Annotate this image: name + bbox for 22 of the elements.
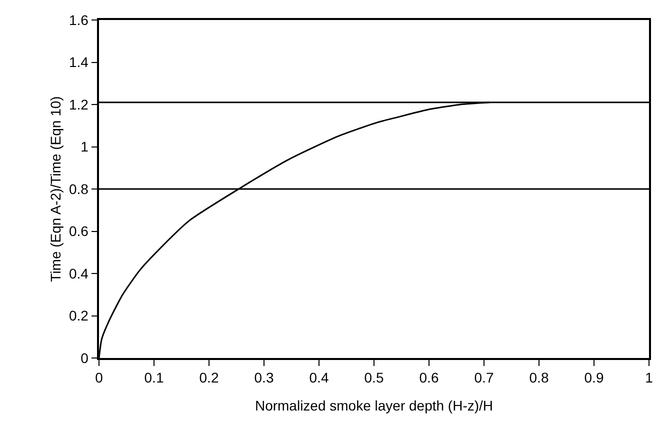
y-tick-label: 1.6 bbox=[68, 12, 89, 28]
x-tick-label: 1 bbox=[645, 370, 654, 386]
x-tick-label: 0.7 bbox=[474, 370, 494, 386]
y-tick-label: 1 bbox=[80, 138, 89, 155]
x-tick-label: 0.9 bbox=[584, 370, 604, 386]
y-tick-label: 0 bbox=[80, 350, 89, 366]
y-tick-label: 0.6 bbox=[68, 223, 89, 240]
x-tick-label: 0.3 bbox=[254, 370, 274, 386]
x-tick-label: 0.4 bbox=[309, 370, 329, 386]
y-tick-label: 0.4 bbox=[68, 265, 89, 282]
x-tick-label: 0 bbox=[95, 370, 104, 386]
y-tick-label: 0.8 bbox=[68, 180, 89, 197]
y-tick-label: 1.4 bbox=[68, 54, 89, 70]
y-tick-label: 0.2 bbox=[68, 308, 89, 324]
x-tick-label: 0.8 bbox=[529, 370, 549, 386]
x-tick-label: 0.1 bbox=[144, 370, 164, 386]
x-axis-title: Normalized smoke layer depth (H-z)/H bbox=[254, 398, 494, 414]
y-tick-label: 1.2 bbox=[68, 96, 89, 112]
x-tick-label: 0.2 bbox=[199, 370, 219, 386]
y-axis-title: Time (Eqn A-2)/Time (Eqn 10) bbox=[48, 96, 64, 282]
x-tick-label: 0.5 bbox=[364, 370, 384, 386]
x-tick-label: 0.6 bbox=[419, 370, 439, 386]
